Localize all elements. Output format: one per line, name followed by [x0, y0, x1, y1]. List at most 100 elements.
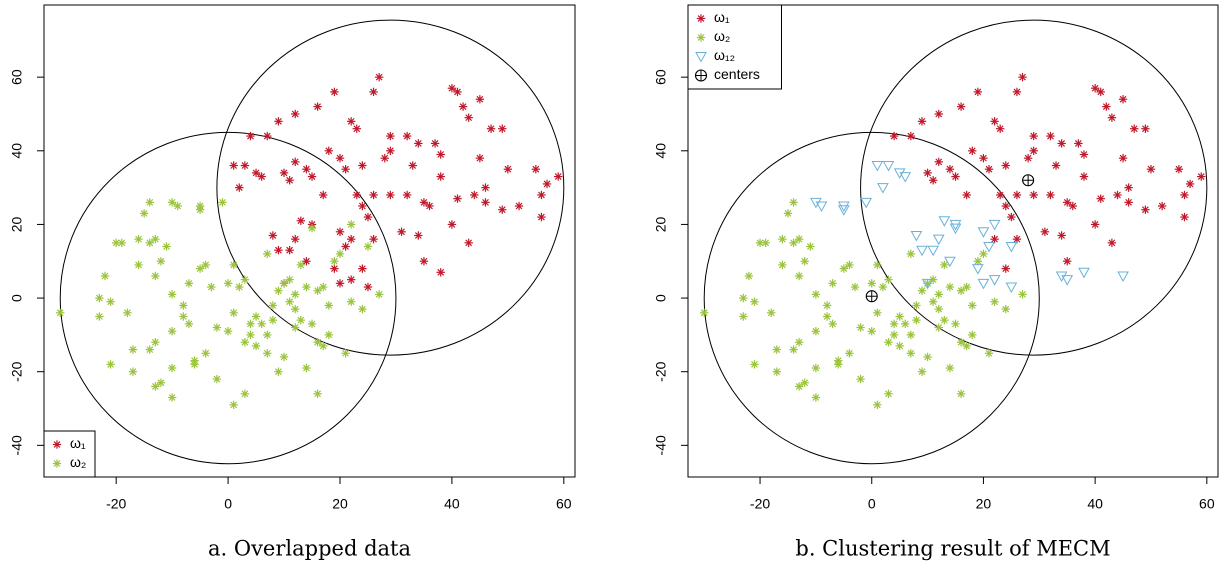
- point: [860, 197, 873, 209]
- marker-stroke: [918, 368, 926, 376]
- point: [1012, 234, 1022, 244]
- point: [235, 282, 244, 292]
- marker-stroke: [358, 162, 366, 169]
- marker-stroke: [386, 132, 394, 140]
- marker-stroke: [465, 114, 473, 122]
- marker-stroke: [196, 202, 204, 210]
- boundary: [216, 19, 565, 356]
- point: [1001, 161, 1010, 170]
- marker-stroke: [918, 287, 926, 295]
- marker-stroke: [107, 298, 114, 306]
- marker-shape: [877, 183, 889, 194]
- marker-stroke: [358, 305, 366, 313]
- point: [1180, 212, 1189, 222]
- point: [979, 249, 988, 259]
- marker-stroke: [163, 243, 170, 250]
- marker-stroke: [319, 283, 327, 291]
- legend-label: ω₁: [714, 9, 730, 25]
- point: [313, 102, 322, 111]
- point: [979, 153, 988, 163]
- marker-stroke: [543, 180, 551, 188]
- point: [1055, 271, 1068, 283]
- marker-stroke: [1102, 103, 1110, 111]
- marker-stroke: [767, 309, 775, 317]
- point: [128, 345, 138, 354]
- marker-stroke: [538, 191, 545, 199]
- marker-shape: [977, 227, 990, 238]
- point: [229, 161, 238, 170]
- marker-stroke: [907, 349, 915, 357]
- marker-stroke: [370, 88, 377, 96]
- marker-stroke: [913, 316, 920, 324]
- marker-stroke: [907, 331, 915, 339]
- marker-stroke: [146, 198, 154, 206]
- point: [901, 319, 910, 329]
- point: [956, 286, 966, 295]
- point: [945, 165, 955, 174]
- marker-stroke: [230, 309, 238, 317]
- marker-shape: [899, 172, 912, 183]
- marker-stroke: [381, 154, 389, 162]
- point: [899, 172, 912, 183]
- marker-stroke: [1097, 195, 1105, 203]
- marker-stroke: [963, 283, 971, 291]
- marker-stroke: [1030, 132, 1038, 140]
- marker-stroke: [342, 165, 349, 173]
- point: [319, 341, 328, 351]
- point: [117, 238, 126, 248]
- point: [291, 323, 300, 332]
- marker-stroke: [913, 302, 920, 309]
- point: [542, 179, 552, 189]
- marker-stroke: [336, 250, 344, 258]
- marker-shape: [1117, 271, 1129, 283]
- point: [302, 363, 311, 373]
- marker-stroke: [935, 110, 943, 118]
- point: [341, 165, 350, 174]
- point: [346, 297, 356, 306]
- x-tick-label: -20: [750, 496, 770, 512]
- marker-stroke: [263, 349, 271, 357]
- marker-stroke: [358, 202, 366, 210]
- marker-stroke: [448, 221, 456, 228]
- marker-stroke: [935, 290, 943, 298]
- plot-frame: [687, 4, 1219, 478]
- marker-stroke: [437, 151, 445, 158]
- marker-stroke: [291, 324, 299, 331]
- point: [195, 201, 205, 211]
- marker-stroke: [303, 257, 310, 265]
- boundary: [860, 19, 1208, 356]
- point: [811, 363, 821, 373]
- marker-stroke: [957, 287, 965, 295]
- point: [503, 165, 513, 174]
- marker-stroke: [952, 320, 959, 328]
- marker-stroke: [980, 250, 987, 258]
- marker-stroke: [935, 158, 943, 166]
- point: [1001, 264, 1010, 273]
- point: [296, 315, 306, 325]
- marker-stroke: [790, 239, 797, 247]
- marker-stroke: [314, 103, 322, 111]
- point: [319, 190, 328, 200]
- point: [358, 304, 367, 314]
- y-tick-label: -20: [9, 361, 25, 381]
- y-tick-label: 20: [9, 216, 25, 232]
- point: [1185, 179, 1195, 189]
- point: [934, 109, 943, 119]
- marker-stroke: [308, 320, 316, 328]
- point: [481, 198, 490, 207]
- point: [1046, 131, 1055, 141]
- point: [884, 275, 893, 284]
- point: [470, 190, 479, 200]
- marker-stroke: [801, 379, 809, 387]
- marker-stroke: [890, 320, 898, 328]
- point: [949, 223, 962, 235]
- point: [447, 84, 457, 93]
- point: [291, 109, 300, 119]
- marker-stroke: [846, 261, 853, 269]
- x-tick-label: 0: [224, 496, 232, 512]
- point: [928, 297, 938, 306]
- marker-stroke: [985, 165, 993, 173]
- point: [95, 293, 104, 303]
- marker-stroke: [336, 279, 344, 287]
- marker-stroke: [297, 217, 305, 225]
